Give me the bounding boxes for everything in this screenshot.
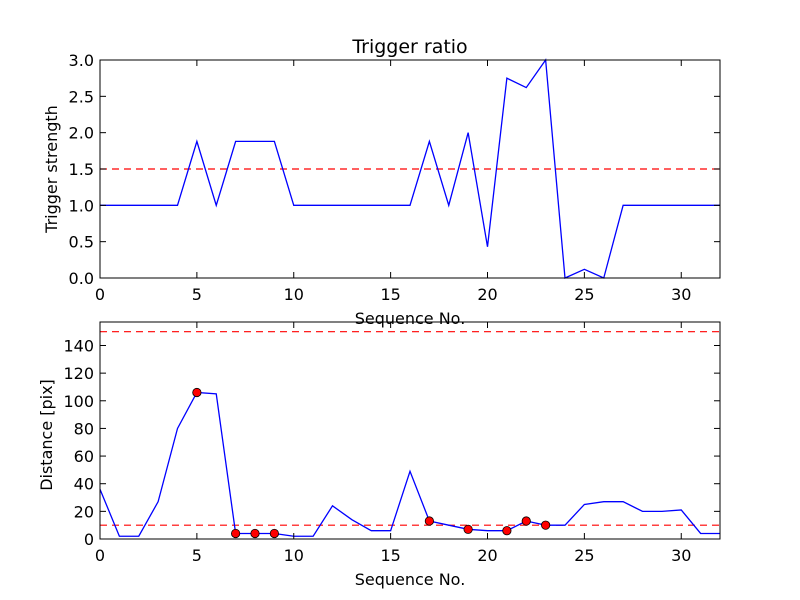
y-tick-label: 2.0	[69, 124, 94, 143]
x-tick-label: 15	[380, 285, 400, 304]
x-tick-label: 30	[671, 546, 691, 565]
x-tick-label: 5	[192, 285, 202, 304]
y-tick-label: 80	[74, 419, 94, 438]
y-axis-ticks: 0 20 40 60 80 100 120 140	[63, 336, 720, 549]
y-axis-ticks: 0.0 0.5 1.0 1.5 2.0 2.5 3.0	[69, 51, 720, 288]
data-point-marker	[250, 528, 260, 539]
series-markers	[192, 387, 551, 539]
y-tick-label: 1.5	[69, 160, 94, 179]
series-lines	[100, 58, 720, 279]
series-line	[100, 58, 720, 279]
y-tick-label: 60	[74, 447, 94, 466]
y-tick-label: 20	[74, 502, 94, 521]
data-point-marker	[231, 528, 241, 539]
y-axis-label: Distance [pix]	[37, 379, 56, 491]
y-tick-label: 3.0	[69, 51, 94, 70]
data-point-marker	[521, 516, 531, 526]
y-tick-label: 100	[63, 392, 94, 411]
y-tick-label: 40	[74, 475, 94, 494]
x-axis-ticks: 0 5 10 15 20 25 30	[95, 322, 691, 565]
data-point-marker	[463, 524, 473, 534]
y-tick-label: 0.5	[69, 233, 94, 252]
x-tick-label: 10	[284, 285, 304, 304]
plot-frame	[99, 321, 721, 540]
data-point-marker	[424, 516, 434, 526]
x-axis-ticks: 0 5 10 15 20 25 30	[95, 60, 691, 304]
series-line	[99, 391, 720, 537]
chart-title: Trigger ratio	[351, 36, 467, 58]
x-tick-label: 10	[284, 546, 304, 565]
x-tick-label: 30	[671, 285, 691, 304]
x-tick-label: 25	[574, 546, 594, 565]
data-point-marker	[269, 528, 279, 539]
x-axis-label: Sequence No.	[355, 570, 466, 589]
data-point-marker	[502, 526, 512, 536]
x-tick-label: 20	[477, 285, 497, 304]
y-tick-label: 120	[63, 364, 94, 383]
series-lines	[99, 391, 720, 537]
x-tick-label: 0	[95, 546, 105, 565]
data-point-marker	[192, 387, 202, 398]
x-tick-label: 25	[574, 285, 594, 304]
x-tick-label: 20	[477, 546, 497, 565]
y-tick-label: 1.0	[69, 196, 94, 215]
distance-plot: 0 5 10 15 20 25 30 0 20 40 60 80 100 120 140 Sequence…	[37, 321, 721, 589]
data-point-marker	[541, 520, 551, 530]
x-axis-label: Sequence No.	[355, 309, 466, 328]
y-tick-label: 0.0	[69, 269, 94, 288]
threshold-lines	[100, 331, 720, 526]
y-tick-label: 140	[63, 336, 94, 355]
y-tick-label: 2.5	[69, 87, 94, 106]
x-tick-label: 15	[380, 546, 400, 565]
y-tick-label: 0	[84, 530, 94, 549]
trigger-ratio-plot: Trigger ratio 0 5 10 15 20 25 30 0.0 0.5 1.0 1.5 2…	[42, 36, 721, 328]
x-tick-label: 5	[192, 546, 202, 565]
x-tick-label: 0	[95, 285, 105, 304]
y-axis-label: Trigger strength	[42, 105, 61, 234]
